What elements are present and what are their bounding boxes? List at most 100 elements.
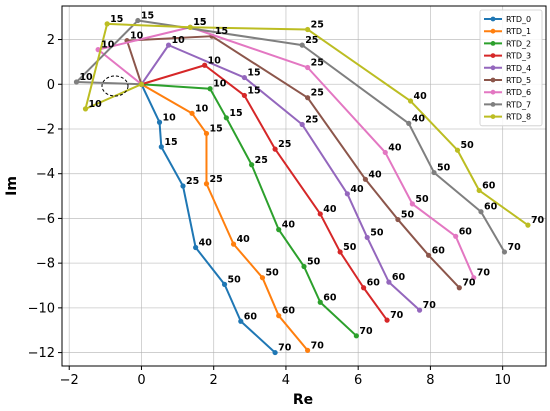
- series-line-rtd_2: [141, 83, 358, 337]
- data-point: [471, 275, 477, 281]
- point-label: 15: [141, 11, 154, 22]
- data-point: [259, 275, 266, 281]
- point-label: 50: [401, 210, 415, 221]
- legend-label: RTD_3: [506, 52, 531, 61]
- point-label: 60: [432, 245, 446, 256]
- point-label: 10: [88, 99, 102, 110]
- y-tick-label: −12: [28, 346, 55, 361]
- legend-marker: [490, 16, 496, 22]
- point-label: 15: [193, 17, 206, 28]
- data-point: [364, 234, 370, 241]
- point-label: 15: [247, 85, 260, 96]
- point-label: 50: [265, 268, 279, 279]
- data-point: [104, 21, 110, 27]
- point-label: 25: [209, 174, 222, 185]
- data-point: [156, 119, 163, 125]
- data-point: [305, 347, 311, 353]
- legend-label: RTD_8: [506, 113, 531, 122]
- data-point: [276, 227, 282, 233]
- data-point: [202, 62, 208, 68]
- data-point: [82, 106, 89, 112]
- point-label: 70: [462, 278, 476, 289]
- point-label: 40: [199, 237, 213, 248]
- point-label: 25: [186, 176, 199, 187]
- x-tick-label: 2: [210, 373, 218, 388]
- legend-marker: [490, 102, 496, 107]
- point-label: 50: [370, 227, 384, 238]
- data-point: [189, 110, 195, 116]
- legend-label: RTD_5: [506, 76, 531, 85]
- data-point: [193, 244, 199, 251]
- x-tick-label: −2: [60, 373, 79, 388]
- data-point: [305, 64, 311, 71]
- series-line-rtd_7: [75, 19, 506, 253]
- point-label: 25: [305, 35, 318, 46]
- series-line-rtd_1: [140, 83, 309, 351]
- y-tick-label: −10: [28, 301, 55, 316]
- point-label: 60: [459, 226, 473, 237]
- legend-label: RTD_6: [506, 88, 531, 97]
- point-label: 40: [368, 169, 382, 180]
- x-tick-label: 8: [426, 373, 434, 388]
- point-label: 50: [461, 140, 475, 151]
- point-label: 25: [278, 139, 291, 150]
- data-point: [241, 74, 248, 81]
- point-label: 40: [323, 204, 337, 215]
- point-label: 70: [477, 268, 491, 279]
- point-label: 60: [392, 272, 406, 283]
- data-point: [384, 317, 390, 323]
- point-label: 40: [412, 113, 426, 124]
- data-point: [386, 279, 392, 285]
- ticks: −2 0 2 4 6 8 10 2 0 −2 −4 −6 −8 −10 −12: [28, 33, 511, 388]
- data-point: [301, 263, 307, 270]
- point-label: 70: [278, 343, 292, 354]
- dashed-ellipse-annotation: [101, 75, 129, 97]
- point-label: 70: [311, 340, 325, 351]
- legend-label: RTD_2: [506, 39, 531, 48]
- point-label: 25: [311, 88, 324, 99]
- point-label: 10: [101, 40, 115, 51]
- data-point: [276, 313, 282, 319]
- data-point: [409, 201, 415, 207]
- point-label: 70: [423, 300, 437, 311]
- data-point: [165, 42, 172, 48]
- legend-marker: [490, 77, 496, 83]
- data-point: [501, 249, 508, 255]
- x-tick-label: 4: [282, 373, 290, 388]
- data-point: [272, 349, 278, 356]
- point-label: 10: [79, 72, 93, 83]
- data-point: [299, 121, 305, 128]
- data-point: [223, 115, 229, 121]
- point-label: 60: [244, 311, 258, 322]
- data-point: [158, 144, 164, 150]
- data-point: [241, 92, 248, 99]
- point-label: 40: [282, 220, 296, 231]
- point-label: 40: [350, 184, 364, 195]
- legend-marker: [490, 89, 496, 95]
- point-label: 15: [229, 108, 242, 119]
- data-point: [317, 299, 323, 305]
- y-tick-label: −4: [36, 167, 55, 182]
- data-point: [73, 79, 80, 85]
- data-point: [431, 169, 437, 176]
- y-tick-label: −6: [36, 212, 55, 227]
- data-point: [362, 176, 369, 182]
- legend-marker: [490, 28, 496, 34]
- point-label: 15: [215, 26, 228, 37]
- point-label: 25: [305, 115, 318, 126]
- x-tick-label: 10: [494, 373, 511, 388]
- point-label: 40: [414, 91, 428, 102]
- point-label: 10: [208, 55, 222, 66]
- data-point: [353, 333, 359, 339]
- point-label: 10: [195, 103, 209, 114]
- legend-marker: [490, 41, 496, 46]
- series-line-rtd_0: [140, 83, 276, 354]
- data-point: [203, 181, 210, 187]
- y-axis-title: Im: [4, 176, 20, 196]
- point-label: 40: [237, 234, 251, 245]
- y-tick-label: −2: [36, 122, 55, 137]
- point-label: 70: [507, 242, 521, 253]
- point-label: 15: [247, 68, 260, 79]
- data-point: [406, 120, 412, 126]
- data-point: [249, 162, 255, 168]
